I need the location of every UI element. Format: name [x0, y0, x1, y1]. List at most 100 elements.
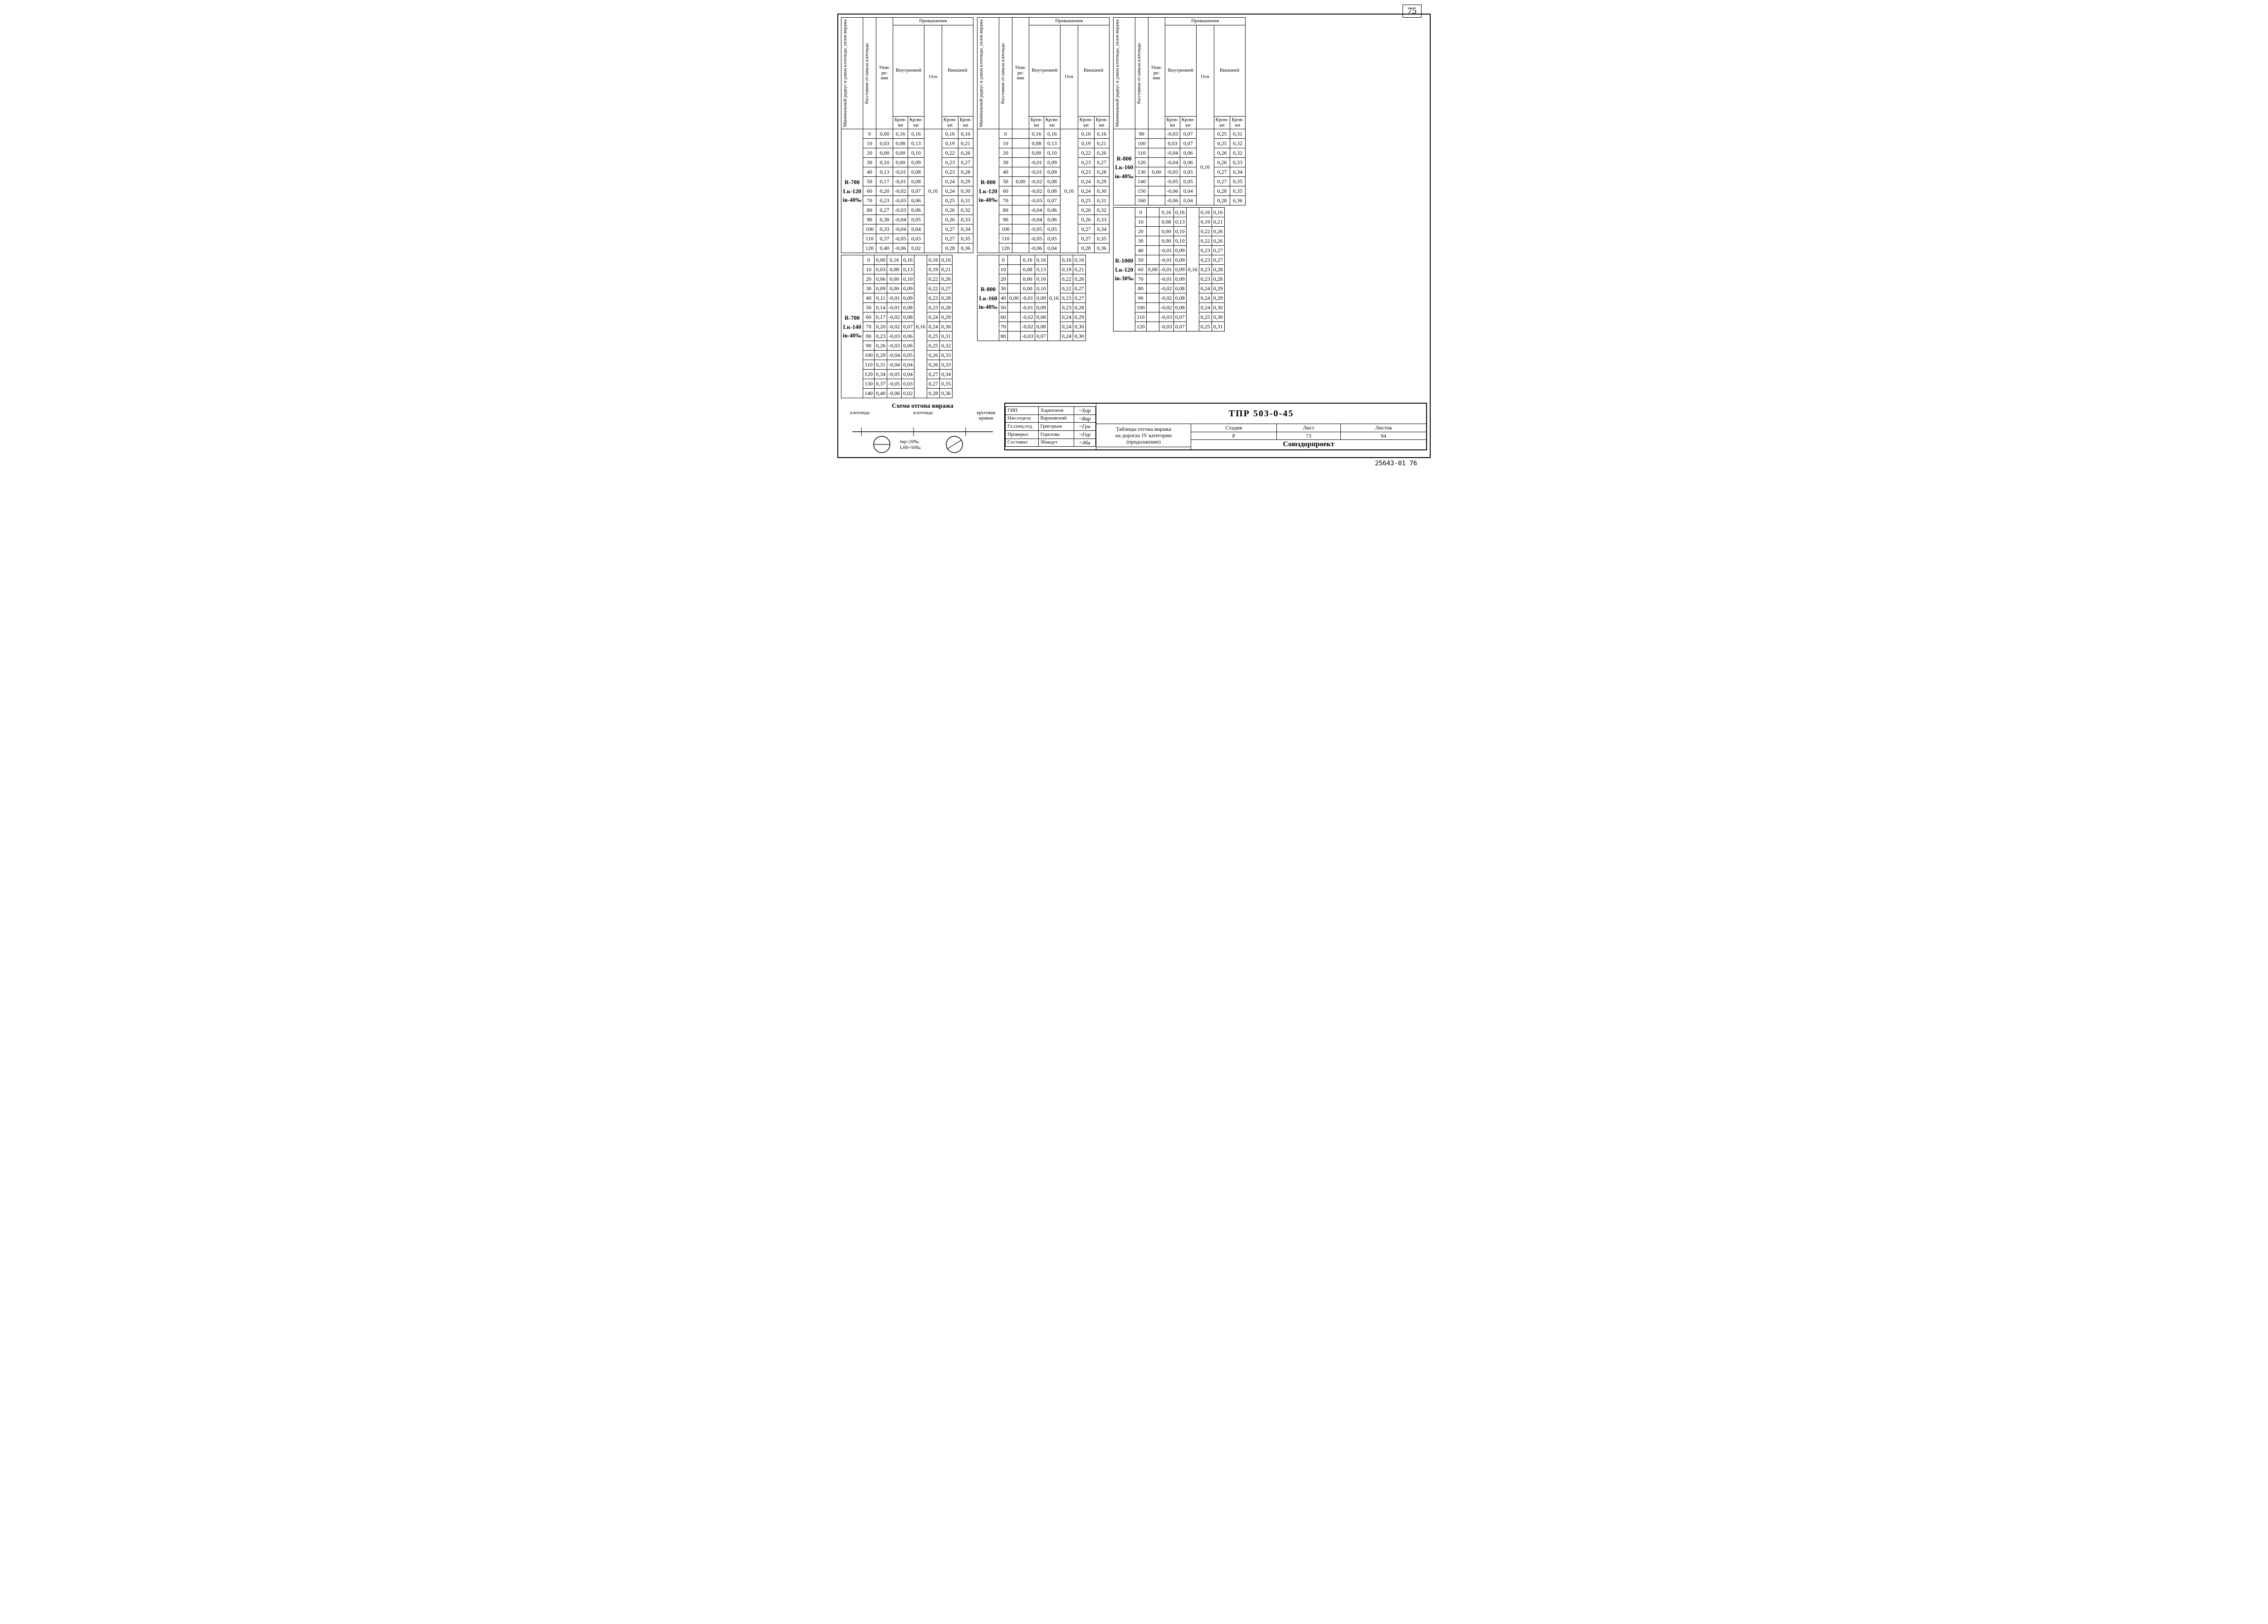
schema-clothoid-l: клотоида — [850, 410, 870, 421]
cell-outer-brov: 0,26 — [1094, 148, 1109, 158]
cell-dist: 80 — [1135, 284, 1146, 293]
cell-inner-brov: -0,02 — [1020, 312, 1035, 322]
cell-outer-brov: 0,35 — [1230, 177, 1245, 186]
cell-outer-krom: 0,23 — [1078, 167, 1094, 177]
columns-container: Минимальный радиус и длина клотоиды, укл… — [841, 17, 1427, 400]
cell-widen: 0,00 — [876, 148, 893, 158]
data-table: R-800 Lк-160 iв-40‰00,160,160,160,160,16… — [977, 255, 1086, 341]
cell-inner-brov: -0,05 — [1029, 224, 1044, 234]
cell-inner-brov: -0,04 — [893, 224, 908, 234]
cell-inner-krom: 0,16 — [1173, 208, 1186, 217]
cell-inner-brov: -0,02 — [1029, 186, 1044, 196]
cell-outer-krom: 0,23 — [1199, 246, 1212, 255]
cell-inner-krom: 0,09 — [1173, 265, 1186, 274]
cell-inner-brov: 0,16 — [1020, 255, 1035, 265]
cell-widen — [1012, 244, 1029, 253]
cell-inner-krom: 0,09 — [1035, 303, 1047, 312]
cell-outer-brov: 0,16 — [1212, 208, 1224, 217]
cell-inner-brov: -0,05 — [1029, 234, 1044, 244]
cell-dist: 40 — [999, 167, 1012, 177]
cell-outer-brov: 0,30 — [1212, 312, 1224, 322]
cell-inner-brov: -0,01 — [1029, 158, 1044, 167]
cell-inner-brov: 0,00 — [1029, 148, 1044, 158]
page: 75 Минимальный радиус и длина клотоиды, … — [828, 0, 1440, 472]
cell-dist: 70 — [999, 196, 1012, 205]
cell-outer-krom: 0,19 — [1078, 139, 1094, 148]
cell-inner-krom: 0,06 — [1044, 215, 1061, 224]
cell-inner-krom: 0,10 — [1173, 236, 1186, 246]
cell-inner-krom: 0,07 — [1180, 129, 1196, 139]
signature-row: Составил Збандут ~Зба — [1006, 439, 1096, 447]
cell-inner-krom: 0,10 — [1044, 148, 1061, 158]
cell-axis: 0,16 — [924, 129, 942, 253]
cell-inner-krom: 0,16 — [908, 129, 924, 139]
stamp-h-sheets: Листов — [1341, 424, 1427, 432]
cell-outer-krom: 0,25 — [927, 341, 939, 351]
cell-widen — [1148, 148, 1165, 158]
cell-outer-brov: 0,16 — [1073, 255, 1085, 265]
cell-dist: 50 — [863, 177, 876, 186]
cell-inner-krom: 0,08 — [901, 312, 914, 322]
cell-inner-krom: 0,04 — [1044, 244, 1061, 253]
cell-inner-krom: 0,05 — [901, 351, 914, 360]
drawing-frame: Минимальный радиус и длина клотоиды, укл… — [837, 14, 1431, 458]
cell-inner-krom: 0,09 — [1173, 274, 1186, 284]
cell-outer-krom: 0,22 — [942, 148, 958, 158]
cell-inner-brov: -0,01 — [893, 167, 908, 177]
cell-inner-krom: 0,13 — [1044, 139, 1061, 148]
cell-dist: 60 — [999, 312, 1007, 322]
cell-dist: 20 — [863, 148, 876, 158]
cell-inner-krom: 0,04 — [1180, 186, 1196, 196]
cell-outer-krom: 0,26 — [927, 351, 939, 360]
block-label: R-800 Lк-120 iв-40‰ — [977, 129, 999, 253]
cell-outer-brov: 0,26 — [1073, 274, 1085, 284]
cell-dist: 100 — [999, 224, 1012, 234]
cell-inner-krom: 0,06 — [1180, 158, 1196, 167]
cell-outer-brov: 0,29 — [939, 312, 952, 322]
cell-outer-brov: 0,34 — [1094, 224, 1109, 234]
cell-axis: 0,16 — [914, 255, 927, 398]
cell-inner-brov: -0,06 — [1165, 186, 1180, 196]
cell-widen: 0,20 — [874, 322, 887, 332]
title-block: ГИП Харитонов ~Хар Нач.отдела Варшавский… — [1004, 403, 1427, 450]
data-table: Минимальный радиус и длина клотоиды, укл… — [977, 17, 1110, 253]
cell-dist: 0 — [1135, 208, 1146, 217]
cell-widen: 0,26 — [874, 341, 887, 351]
table-row: R-800 Lк-160 iв-40‰00,160,160,160,160,16 — [977, 255, 1085, 265]
cell-inner-brov: -0,05 — [887, 379, 901, 389]
cell-dist: 20 — [999, 148, 1012, 158]
cell-inner-brov: 0,03 — [1165, 139, 1180, 148]
cell-outer-krom: 0,22 — [1199, 236, 1212, 246]
cell-widen — [1012, 129, 1029, 139]
cell-widen: 0,34 — [874, 370, 887, 379]
cell-inner-krom: 0,04 — [901, 360, 914, 370]
cell-inner-krom: 0,08 — [1035, 322, 1047, 332]
cell-inner-brov: 0,08 — [1159, 217, 1173, 227]
cell-inner-brov: -0,01 — [1020, 303, 1035, 312]
cell-outer-krom: 0,25 — [1199, 322, 1212, 332]
cell-outer-krom: 0,26 — [942, 205, 958, 215]
cell-inner-krom: 0,04 — [908, 224, 924, 234]
signature-row: ГИП Харитонов ~Хар — [1006, 407, 1096, 415]
cell-outer-krom: 0,28 — [927, 389, 939, 398]
signature: ~Гор — [1074, 431, 1096, 439]
stamp-v-sheet: 73 — [1276, 432, 1340, 440]
cell-outer-brov: 0,28 — [939, 293, 952, 303]
cell-outer-brov: 0,27 — [958, 158, 973, 167]
cell-widen: 0,20 — [876, 186, 893, 196]
cell-widen — [1146, 274, 1159, 284]
cell-outer-krom: 0,22 — [1078, 148, 1094, 158]
cell-outer-brov: 0,29 — [1212, 284, 1224, 293]
table-row: R-700 Lк-140 iв-40‰00,000,160,160,160,16… — [841, 255, 953, 265]
cell-widen — [1146, 303, 1159, 312]
cell-widen — [1012, 224, 1029, 234]
cell-inner-brov: -0,05 — [887, 370, 901, 379]
cell-widen — [1012, 234, 1029, 244]
cell-outer-brov: 0,30 — [1212, 303, 1224, 312]
cell-outer-brov: 0,31 — [1094, 196, 1109, 205]
cell-outer-brov: 0,29 — [1094, 177, 1109, 186]
cell-outer-brov: 0,33 — [939, 351, 952, 360]
name: Григорьев — [1038, 423, 1074, 431]
cell-widen: 0,03 — [874, 265, 887, 274]
cell-outer-krom: 0,24 — [1060, 312, 1073, 322]
